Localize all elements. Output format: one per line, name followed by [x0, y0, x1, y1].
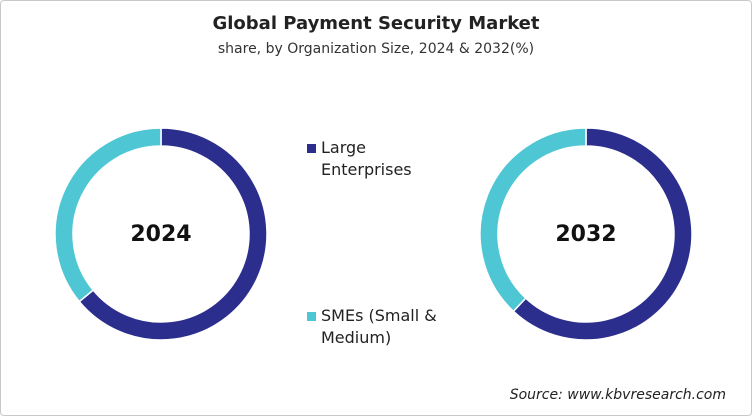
donut-label: 2032 [555, 222, 616, 247]
legend-label: Large Enterprises [321, 138, 412, 179]
legend-swatch [307, 144, 316, 153]
chart-title: Global Payment Security Market [212, 13, 539, 34]
legend-swatch [307, 312, 316, 321]
donut-segment [54, 127, 162, 303]
source: Source: www.kbvresearch.com [510, 387, 726, 403]
donut-segment [479, 127, 587, 313]
legend-label: SMEs (Small & Medium) [321, 306, 437, 347]
chart-subtitle: share, by Organization Size, 2024 & 2032… [218, 41, 534, 57]
donut-label: 2024 [130, 222, 191, 247]
donut-segment [512, 127, 693, 341]
